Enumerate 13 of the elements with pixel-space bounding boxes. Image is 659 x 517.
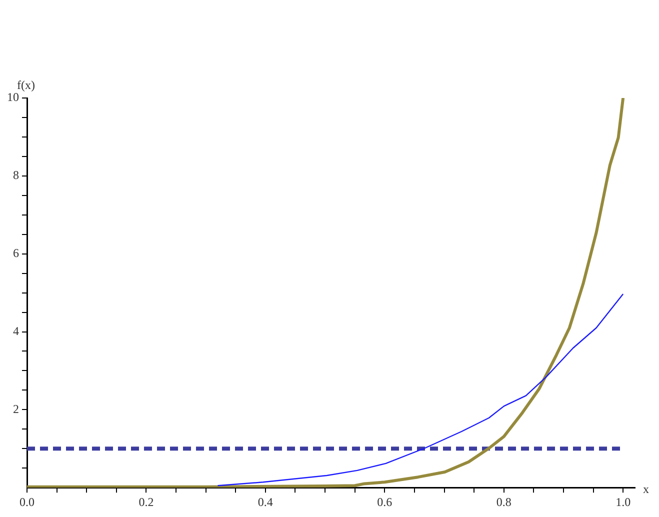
x-tick-label: 0.8: [496, 494, 512, 509]
x-tick-label: 0.2: [138, 494, 154, 509]
x-tick-label: 0.0: [20, 494, 34, 509]
x-tick-label: 1.0: [616, 494, 631, 509]
y-tick-label: 10: [7, 90, 19, 104]
y-axis-title: f(x): [17, 78, 35, 92]
y-tick-label: 4: [13, 324, 19, 338]
x-axis-title: x: [643, 482, 649, 496]
x-tick-label: 0.6: [377, 494, 392, 509]
y-tick-label: 2: [13, 402, 19, 416]
y-tick-label: 8: [13, 168, 19, 182]
y-tick-label: 6: [13, 246, 19, 260]
x-tick-label: 0.4: [258, 494, 273, 509]
